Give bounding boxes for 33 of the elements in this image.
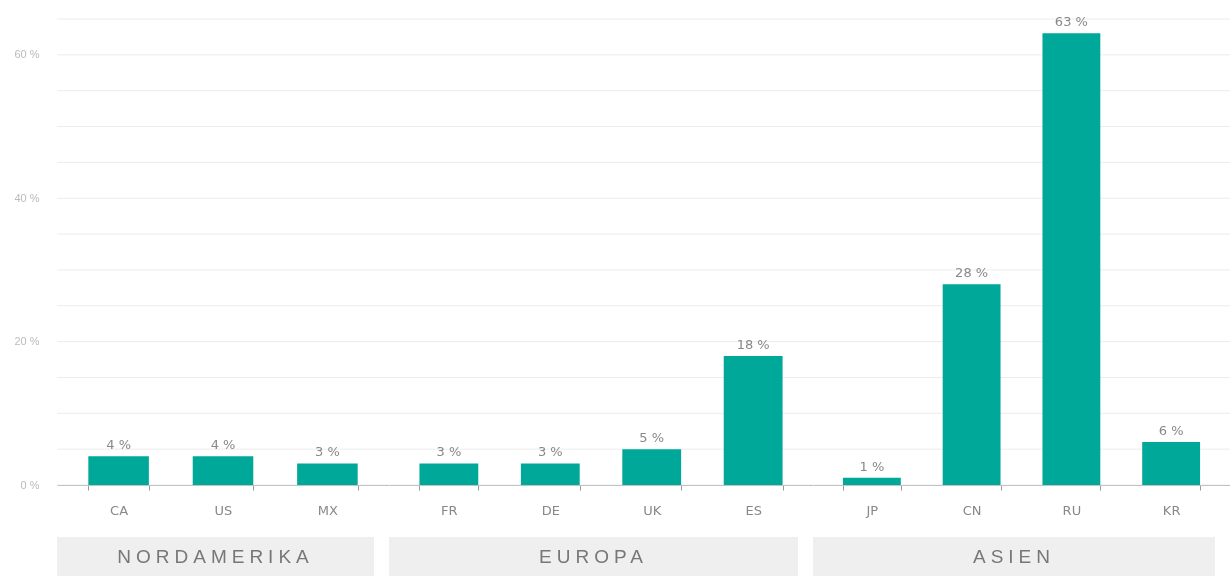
- y-tick-label: 40 %: [14, 191, 40, 204]
- x-tick-label: RU: [1062, 502, 1082, 518]
- data-label: 5 %: [639, 430, 665, 446]
- data-label: 4 %: [106, 437, 131, 453]
- data-label: 4 %: [210, 437, 236, 453]
- x-tick-label: US: [214, 502, 233, 518]
- bar: [1042, 33, 1101, 485]
- x-axis-title: NORDAMERIKA: [57, 537, 374, 576]
- x-tick-label: CA: [110, 502, 129, 518]
- data-label: 28 %: [955, 265, 989, 281]
- data-label: 63 %: [1054, 14, 1088, 30]
- data-label: 6 %: [1158, 422, 1184, 438]
- x-tick-label: UK: [643, 502, 662, 518]
- y-tick-label: 60 %: [14, 48, 40, 61]
- data-label: 3 %: [537, 444, 563, 460]
- data-label: 18 %: [736, 336, 770, 352]
- bar: [842, 477, 901, 485]
- bar: [942, 284, 1001, 485]
- x-axis-title: ASIEN: [813, 537, 1215, 576]
- x-tick-label: CN: [962, 502, 982, 518]
- x-tick-label: KR: [1162, 502, 1181, 518]
- y-tick-label: 0 %: [20, 478, 40, 491]
- x-tick-label: MX: [317, 502, 339, 518]
- x-tick-label: ES: [745, 502, 762, 518]
- x-axis-title: EUROPA: [389, 537, 798, 576]
- data-label: 1 %: [859, 458, 885, 474]
- x-tick-label: DE: [541, 502, 560, 518]
- bar: [1142, 441, 1201, 485]
- x-tick-label: JP: [865, 502, 879, 518]
- y-tick-label: 20 %: [14, 335, 40, 348]
- data-label: 3 %: [436, 444, 462, 460]
- data-label: 3 %: [315, 444, 340, 460]
- x-tick-label: FR: [441, 502, 458, 518]
